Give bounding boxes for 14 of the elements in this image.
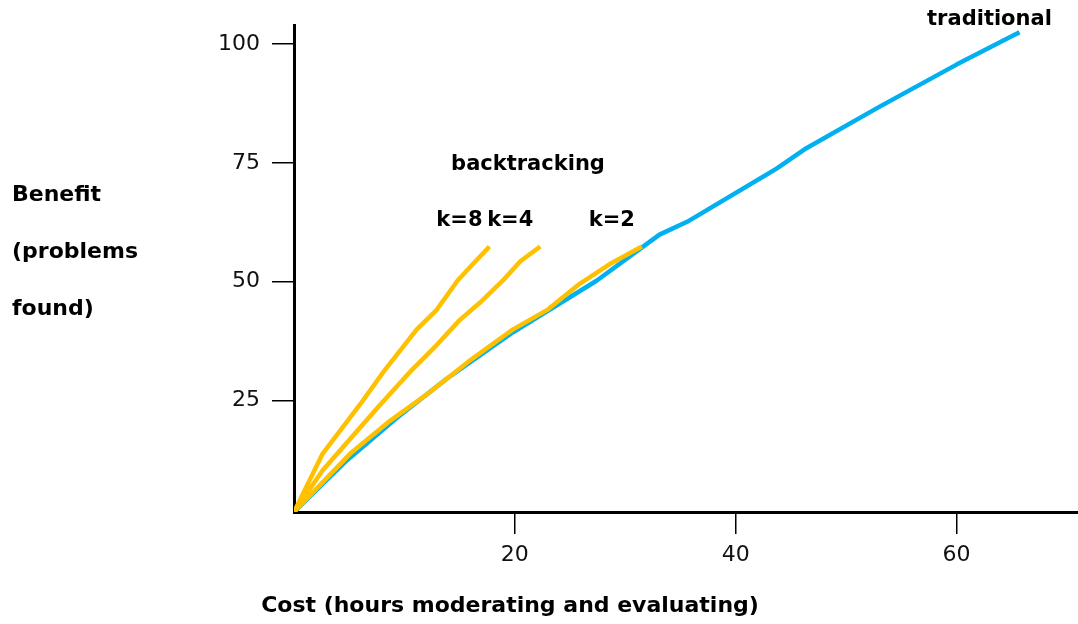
series-label: k=4 <box>487 206 534 231</box>
series-label: k=8 <box>436 206 483 231</box>
y-tick-label: 50 <box>232 267 260 293</box>
x-tick-label: 60 <box>942 540 971 566</box>
text: Benefit (problems found) <box>12 181 138 320</box>
y-tick-label: 75 <box>232 148 260 174</box>
y-tick-label: 100 <box>218 29 260 55</box>
series-label: k=2 <box>588 206 635 231</box>
annotation: backtracking <box>451 150 605 175</box>
y-tick-label: 25 <box>232 386 260 412</box>
x-tick-label: 40 <box>721 540 750 566</box>
x-axis-title: Cost (hours moderating and evaluating) <box>260 592 760 617</box>
x-tick-label: 20 <box>500 540 529 566</box>
series-label: traditional <box>927 6 1052 31</box>
